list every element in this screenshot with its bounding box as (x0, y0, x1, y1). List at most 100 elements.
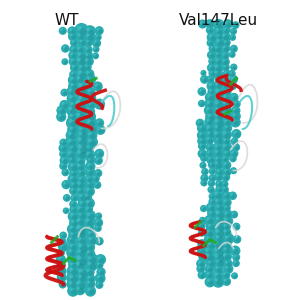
Circle shape (224, 279, 227, 282)
Circle shape (87, 244, 90, 248)
Circle shape (234, 224, 237, 227)
Circle shape (76, 225, 81, 229)
Circle shape (74, 278, 87, 291)
Circle shape (222, 277, 231, 286)
Circle shape (75, 99, 80, 104)
Circle shape (92, 52, 99, 59)
Circle shape (221, 185, 229, 194)
Circle shape (86, 146, 90, 149)
Circle shape (77, 188, 81, 191)
Circle shape (230, 111, 241, 122)
Circle shape (222, 53, 225, 56)
Circle shape (231, 129, 242, 139)
Circle shape (208, 268, 213, 272)
Circle shape (210, 59, 212, 61)
Circle shape (57, 272, 67, 282)
Circle shape (67, 224, 79, 235)
Circle shape (203, 78, 208, 82)
Circle shape (218, 40, 224, 46)
Circle shape (215, 88, 219, 93)
Circle shape (73, 41, 77, 46)
Circle shape (72, 65, 75, 68)
Circle shape (212, 275, 225, 288)
Circle shape (70, 244, 73, 247)
Circle shape (84, 210, 96, 222)
Circle shape (80, 146, 88, 154)
Circle shape (224, 211, 228, 215)
Circle shape (204, 98, 216, 110)
Circle shape (62, 234, 66, 238)
Circle shape (225, 249, 230, 254)
Circle shape (216, 174, 219, 177)
Circle shape (211, 177, 215, 181)
Circle shape (61, 233, 63, 236)
Circle shape (232, 65, 234, 68)
Circle shape (224, 218, 227, 221)
Circle shape (58, 114, 62, 117)
Circle shape (86, 156, 95, 165)
Circle shape (87, 60, 92, 65)
Circle shape (71, 72, 74, 75)
Circle shape (208, 22, 213, 27)
Circle shape (62, 245, 67, 250)
Circle shape (70, 213, 74, 217)
Circle shape (60, 28, 63, 31)
Circle shape (71, 115, 76, 120)
Circle shape (215, 185, 223, 193)
Circle shape (199, 241, 203, 244)
Circle shape (205, 239, 217, 250)
Circle shape (224, 84, 229, 89)
Circle shape (68, 32, 78, 41)
Circle shape (215, 150, 218, 153)
Circle shape (217, 53, 221, 58)
Circle shape (226, 72, 230, 76)
Circle shape (223, 131, 226, 135)
Circle shape (79, 165, 84, 171)
Circle shape (61, 169, 69, 176)
Circle shape (200, 102, 204, 106)
Circle shape (213, 226, 226, 239)
Circle shape (92, 39, 101, 48)
Circle shape (70, 114, 73, 117)
Circle shape (98, 284, 102, 288)
Circle shape (69, 180, 80, 190)
Circle shape (232, 113, 236, 116)
Circle shape (97, 214, 99, 216)
Circle shape (75, 156, 86, 166)
Circle shape (215, 32, 224, 41)
Circle shape (214, 247, 219, 252)
Circle shape (222, 34, 226, 37)
Circle shape (215, 167, 224, 177)
Circle shape (71, 276, 78, 283)
Circle shape (59, 150, 67, 158)
Circle shape (235, 225, 239, 230)
Circle shape (75, 68, 88, 81)
Circle shape (215, 144, 218, 148)
Circle shape (63, 60, 65, 62)
Circle shape (215, 266, 218, 269)
Circle shape (214, 51, 223, 59)
Circle shape (67, 254, 78, 265)
Circle shape (64, 209, 66, 211)
Circle shape (211, 60, 215, 64)
Circle shape (87, 169, 90, 172)
Circle shape (202, 164, 206, 168)
Circle shape (92, 174, 100, 183)
Circle shape (76, 31, 86, 41)
Circle shape (218, 79, 223, 83)
Circle shape (202, 176, 205, 178)
Circle shape (76, 272, 88, 284)
Circle shape (60, 89, 68, 97)
Circle shape (94, 54, 96, 56)
Circle shape (76, 113, 80, 117)
Circle shape (230, 64, 237, 71)
Circle shape (93, 81, 103, 92)
Circle shape (70, 121, 77, 128)
Circle shape (72, 233, 77, 239)
Circle shape (66, 130, 77, 141)
Circle shape (199, 272, 202, 275)
Circle shape (80, 232, 85, 238)
Circle shape (214, 124, 218, 128)
Circle shape (60, 239, 63, 242)
Circle shape (62, 165, 66, 169)
